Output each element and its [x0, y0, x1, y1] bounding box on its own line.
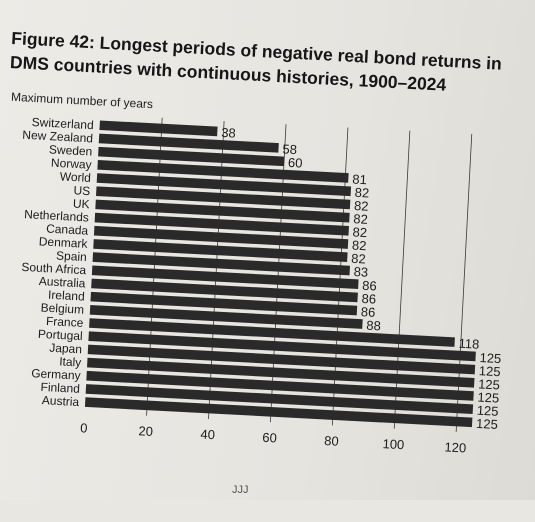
category-label: Netherlands: [24, 207, 89, 224]
category-label: Denmark: [38, 234, 88, 251]
x-tick-labels: 0 20 40 60 80 100 120: [80, 420, 467, 455]
category-label: Austria: [42, 393, 80, 409]
bar: [84, 397, 473, 428]
value-label: 125: [479, 350, 501, 366]
category-label: Ireland: [48, 288, 85, 304]
x-tick-label: 80: [324, 433, 339, 449]
category-label: Germany: [31, 366, 81, 383]
bar: [87, 344, 476, 375]
bar: [91, 278, 358, 303]
value-label: 86: [361, 304, 376, 320]
bar: [99, 120, 218, 137]
value-label: 118: [458, 336, 479, 352]
value-label: 125: [476, 416, 498, 432]
category-label: Canada: [46, 222, 89, 238]
bar: [91, 265, 359, 290]
x-tick-label: 0: [80, 420, 88, 435]
bar: [86, 370, 474, 401]
category-label: Belgium: [40, 301, 84, 317]
category-label: Portugal: [38, 327, 83, 343]
value-label: 58: [282, 141, 297, 157]
value-label: 125: [478, 376, 500, 392]
category-label: US: [73, 183, 90, 198]
category-label: World: [59, 169, 91, 185]
category-label: Finland: [40, 380, 80, 396]
category-label: Spain: [56, 248, 87, 264]
category-label: Sweden: [49, 142, 93, 158]
bar: [92, 252, 351, 276]
value-label: 82: [354, 185, 369, 201]
category-label: UK: [73, 196, 90, 211]
x-tick-label: 120: [444, 439, 466, 455]
bar: [98, 146, 285, 167]
value-label: 82: [354, 198, 369, 214]
value-label: 88: [366, 318, 381, 334]
category-label: Italy: [59, 354, 82, 369]
category-label: New Zealand: [22, 128, 93, 146]
value-labels: 3858608182828282828283868686881181251251…: [221, 125, 502, 432]
x-tick-label: 100: [382, 436, 404, 452]
bar: [93, 225, 349, 249]
value-label: 125: [477, 390, 499, 406]
page-footer-text: JJJ: [232, 484, 249, 496]
category-label: Japan: [49, 341, 82, 357]
value-label: 82: [352, 238, 367, 254]
category-label: South Africa: [21, 260, 87, 277]
bar: [97, 160, 349, 183]
bar: [95, 199, 350, 223]
value-label: 82: [351, 251, 366, 267]
value-label: 125: [478, 363, 500, 379]
bar: [98, 133, 279, 153]
bars: [84, 120, 476, 428]
category-label: Switzerland: [31, 115, 94, 132]
value-label: 81: [352, 171, 367, 187]
bar: [89, 318, 455, 347]
bar: [96, 173, 352, 197]
bar: [93, 239, 348, 263]
value-label: 82: [352, 224, 367, 240]
category-label: Australia: [38, 274, 86, 290]
bar: [94, 212, 349, 236]
value-label: 125: [476, 403, 498, 419]
value-label: 86: [361, 291, 376, 307]
value-label: 38: [221, 125, 236, 141]
x-tick-label: 60: [262, 430, 277, 446]
bar: [89, 305, 363, 329]
category-label: France: [46, 314, 84, 330]
value-label: 82: [353, 211, 368, 227]
bar: [88, 331, 476, 362]
y-axis-label: Maximum number of years: [11, 90, 154, 111]
category-label: Norway: [51, 156, 92, 172]
x-tick-label: 40: [200, 427, 215, 443]
bar: [90, 291, 358, 316]
bar: [85, 384, 474, 414]
value-label: 83: [353, 264, 368, 280]
value-label: 86: [362, 278, 377, 294]
x-tick-label: 20: [138, 423, 153, 439]
value-label: 60: [288, 155, 303, 171]
bar: [87, 357, 475, 388]
bar: [96, 186, 351, 210]
